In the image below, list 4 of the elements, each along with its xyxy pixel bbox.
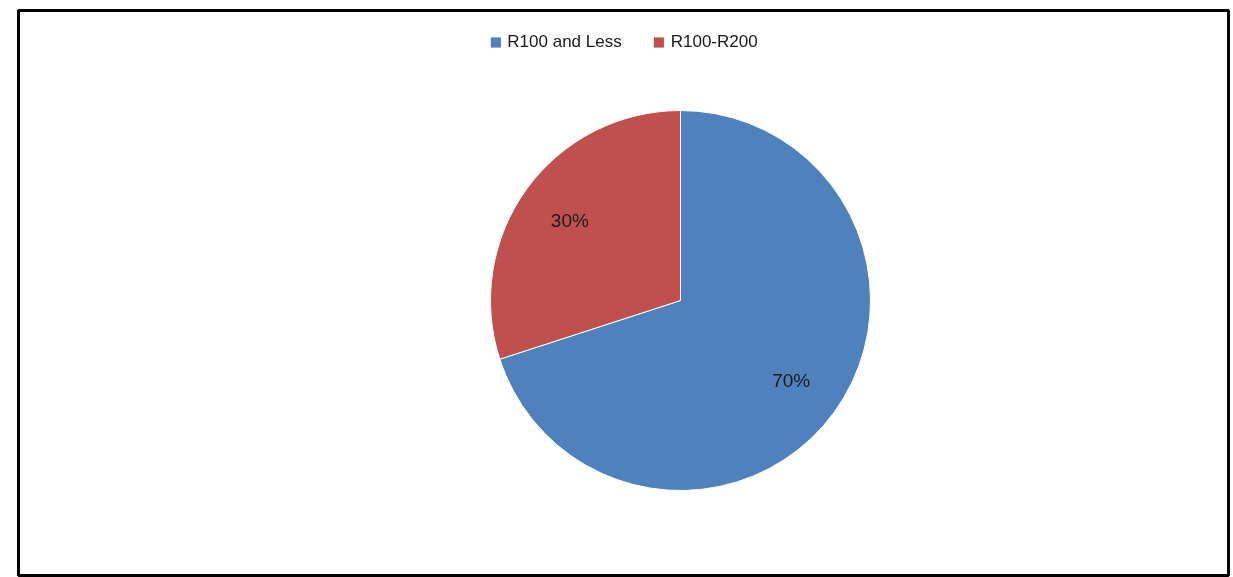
data-label: 70% (772, 370, 811, 392)
legend-label: R100 and Less (507, 32, 622, 52)
legend-label: R100-R200 (670, 32, 758, 52)
data-label: 30% (550, 209, 589, 231)
